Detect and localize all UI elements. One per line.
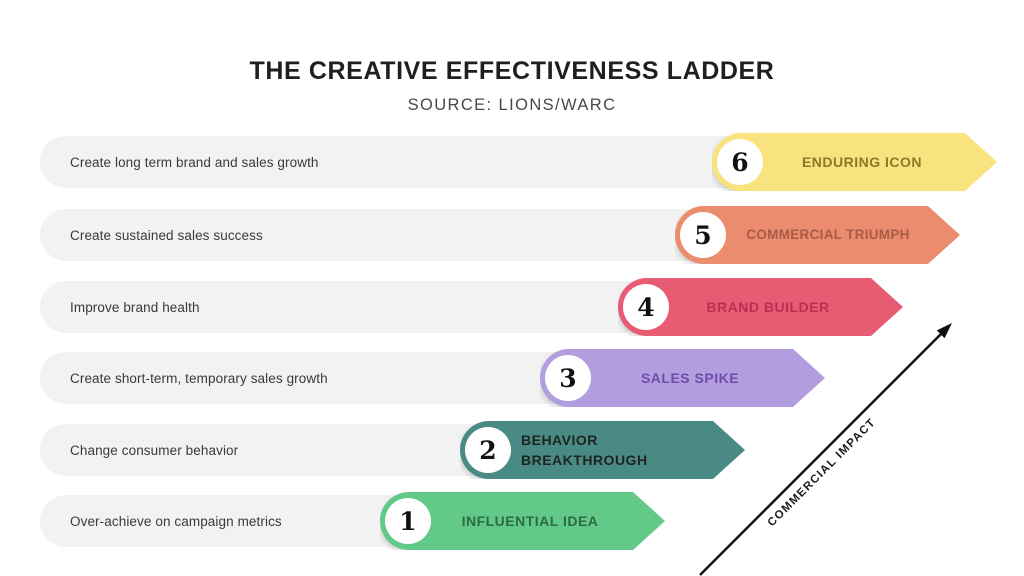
level-number: 3 xyxy=(559,363,577,393)
goal-description: Create short-term, temporary sales growt… xyxy=(70,370,328,386)
ladder-row-level-2: Change consumer behavior 2 BEHAVIOR BREA… xyxy=(0,421,1024,479)
level-number: 4 xyxy=(637,292,655,322)
goal-description: Create sustained sales success xyxy=(70,227,263,243)
level-arrow-sales-spike: 3 SALES SPIKE xyxy=(540,349,825,407)
goal-pill: Create sustained sales success xyxy=(40,209,745,261)
level-number: 2 xyxy=(479,435,497,465)
goal-pill: Create long term brand and sales growth xyxy=(40,136,782,188)
level-number-badge: 4 xyxy=(623,284,669,330)
level-arrow-influential-idea: 1 INFLUENTIAL IDEA xyxy=(380,492,665,550)
ladder-row-level-1: Over-achieve on campaign metrics 1 INFLU… xyxy=(0,492,1024,550)
level-arrow-enduring-icon: 6 ENDURING ICON xyxy=(712,133,997,191)
level-arrow-brand-builder: 4 BRAND BUILDER xyxy=(618,278,903,336)
goal-description: Change consumer behavior xyxy=(70,442,239,458)
level-label: INFLUENTIAL IDEA xyxy=(461,512,599,529)
level-number-badge: 1 xyxy=(385,498,431,544)
ladder-row-level-6: Create long term brand and sales growth … xyxy=(0,133,1024,191)
level-number: 1 xyxy=(399,506,417,536)
ladder-row-level-4: Improve brand health 4 BRAND BUILDER xyxy=(0,278,1024,336)
level-arrow-commercial-triumph: 5 COMMERCIAL TRIUMPH xyxy=(675,206,960,264)
goal-description: Create long term brand and sales growth xyxy=(70,154,319,170)
level-number: 6 xyxy=(731,147,749,177)
level-number-badge: 6 xyxy=(717,139,763,185)
goal-pill: Create short-term, temporary sales growt… xyxy=(40,352,610,404)
goal-pill: Improve brand health xyxy=(40,281,688,333)
level-number-badge: 5 xyxy=(680,212,726,258)
level-label: SALES SPIKE xyxy=(640,369,740,386)
level-number-badge: 2 xyxy=(465,427,511,473)
goal-pill: Change consumer behavior xyxy=(40,424,530,476)
level-label: BEHAVIOR BREAKTHROUGH xyxy=(521,431,648,468)
level-label: BRAND BUILDER xyxy=(706,298,830,315)
level-label: ENDURING ICON xyxy=(801,153,923,170)
level-number: 5 xyxy=(694,220,712,250)
goal-description: Over-achieve on campaign metrics xyxy=(70,513,282,529)
ladder-row-level-3: Create short-term, temporary sales growt… xyxy=(0,349,1024,407)
source-subtitle: SOURCE: LIONS/WARC xyxy=(407,96,617,114)
page-title: THE CREATIVE EFFECTIVENESS LADDER xyxy=(249,57,775,85)
ladder-row-level-5: Create sustained sales success 5 COMMERC… xyxy=(0,206,1024,264)
level-label: COMMERCIAL TRIUMPH xyxy=(746,227,910,243)
level-number-badge: 3 xyxy=(545,355,591,401)
header: THE CREATIVE EFFECTIVENESS LADDER SOURCE… xyxy=(0,0,1024,115)
goal-description: Improve brand health xyxy=(70,299,200,315)
level-arrow-behavior-breakthrough: 2 BEHAVIOR BREAKTHROUGH xyxy=(460,421,745,479)
